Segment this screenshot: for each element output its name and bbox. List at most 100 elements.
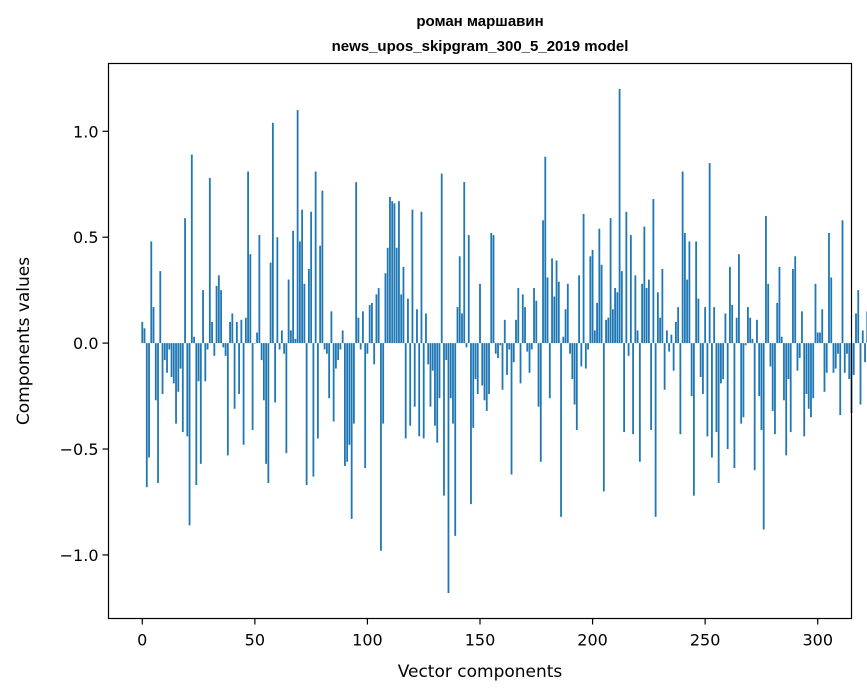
bar — [382, 343, 385, 424]
bar — [618, 88, 621, 344]
bar — [767, 283, 770, 344]
bar — [843, 343, 846, 373]
bar — [188, 343, 191, 526]
bar — [190, 154, 193, 344]
bar — [656, 292, 659, 344]
bar — [422, 343, 425, 439]
y-tick-label: 0.5 — [73, 228, 98, 247]
bar — [654, 343, 657, 517]
bar — [659, 317, 662, 344]
bar — [157, 343, 159, 483]
bar — [751, 338, 754, 344]
bar — [172, 343, 175, 384]
bar — [692, 343, 695, 496]
bar — [555, 260, 558, 344]
bar — [796, 343, 799, 371]
bar — [368, 304, 371, 344]
bar — [355, 182, 358, 344]
bar — [418, 343, 421, 437]
x-axis-ticks: 0 50 100 150 200 250 300 — [137, 618, 833, 650]
bar — [733, 343, 736, 469]
x-tick-label: 50 — [245, 631, 265, 650]
bar — [717, 343, 720, 483]
bar — [546, 277, 549, 344]
plot-frame — [107, 62, 853, 620]
bar — [247, 171, 249, 344]
bar — [571, 343, 574, 380]
y-tick-label: 0.0 — [73, 334, 98, 353]
bar — [674, 321, 677, 344]
bar — [161, 343, 164, 394]
bar — [359, 343, 362, 350]
bar — [503, 319, 506, 344]
bar — [456, 307, 459, 344]
bar — [461, 313, 463, 344]
bar — [458, 256, 461, 344]
bar — [375, 294, 378, 344]
bar — [715, 343, 718, 433]
y-tick-label: −1.0 — [60, 546, 99, 565]
bar — [807, 343, 810, 409]
bar — [600, 264, 603, 344]
bar — [634, 275, 637, 344]
bar — [181, 343, 184, 433]
bar — [251, 343, 254, 430]
bar — [852, 343, 855, 375]
bar — [605, 319, 607, 344]
bar — [411, 209, 414, 344]
bar — [711, 343, 713, 458]
bar — [481, 343, 484, 386]
bar — [289, 330, 292, 344]
bar — [467, 235, 470, 344]
bar — [566, 283, 569, 344]
bar — [398, 201, 400, 344]
bar — [303, 283, 306, 344]
bar — [677, 307, 680, 344]
bar — [760, 343, 763, 430]
bar — [470, 343, 472, 505]
bar — [163, 343, 166, 361]
bar — [794, 256, 797, 344]
bar — [819, 332, 821, 344]
bar — [326, 343, 328, 354]
bar — [652, 199, 655, 344]
bar — [231, 313, 234, 344]
chart-title-line2: news_upos_skipgram_300_5_2019 model — [332, 38, 629, 55]
bar — [670, 334, 673, 344]
bar — [226, 343, 229, 456]
bar — [729, 266, 731, 344]
bar — [828, 232, 830, 344]
bar — [321, 190, 324, 344]
bar — [841, 220, 844, 344]
bar — [792, 268, 794, 344]
bar — [535, 300, 538, 344]
bar — [224, 343, 227, 356]
bar — [407, 298, 409, 344]
bar — [855, 313, 857, 344]
bar — [357, 317, 360, 344]
bar — [371, 302, 373, 344]
bar — [449, 343, 452, 399]
x-tick-label: 250 — [690, 631, 721, 650]
bar — [434, 343, 436, 426]
bar — [544, 156, 547, 344]
bar — [647, 279, 650, 344]
bar — [825, 343, 828, 373]
bar — [465, 343, 468, 348]
bar — [391, 201, 394, 344]
bar — [483, 343, 486, 401]
bar — [589, 256, 592, 344]
bar — [771, 343, 774, 411]
bar — [436, 343, 439, 443]
bar — [298, 241, 301, 344]
bar — [753, 343, 756, 471]
bar — [494, 343, 497, 354]
bar — [530, 343, 533, 350]
bar — [672, 343, 675, 371]
bar — [244, 317, 247, 344]
bar — [830, 277, 833, 344]
bar — [258, 235, 261, 344]
bar — [393, 203, 396, 344]
bar — [271, 122, 274, 344]
bar — [431, 343, 434, 371]
